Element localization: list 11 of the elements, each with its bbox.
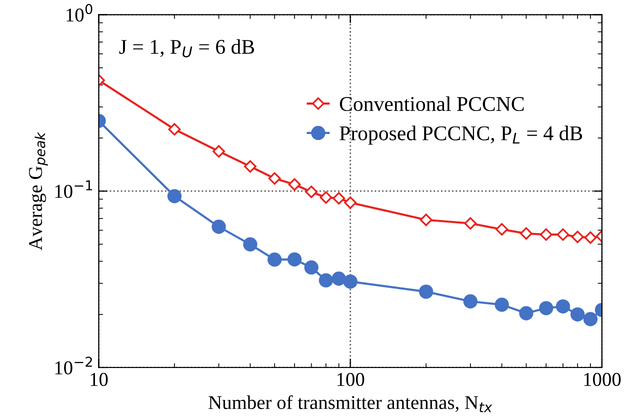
y-tick-label: 10$^{−2}$ bbox=[55, 356, 92, 374]
x-axis-title: Number of transmitter antennas, N$_{tx}$ bbox=[208, 395, 492, 412]
x-tick-label: 100 bbox=[337, 372, 364, 386]
x-tick-label: 1000 bbox=[584, 372, 621, 386]
y-tick-label: 10$^{−1}$ bbox=[55, 180, 92, 198]
y-axis-title: Average G$_{peak}$ bbox=[29, 132, 48, 250]
legend-label: Conventional PCCNC bbox=[340, 96, 524, 112]
legend-label: Proposed PCCNC, P$_{L}$ = 4 dB bbox=[340, 126, 582, 145]
y-tick-label: 10$^{0}$ bbox=[66, 4, 92, 22]
x-tick-label: 10 bbox=[90, 372, 108, 386]
annotation: J = 1, P$_{U}$ = 6 dB bbox=[119, 39, 254, 58]
